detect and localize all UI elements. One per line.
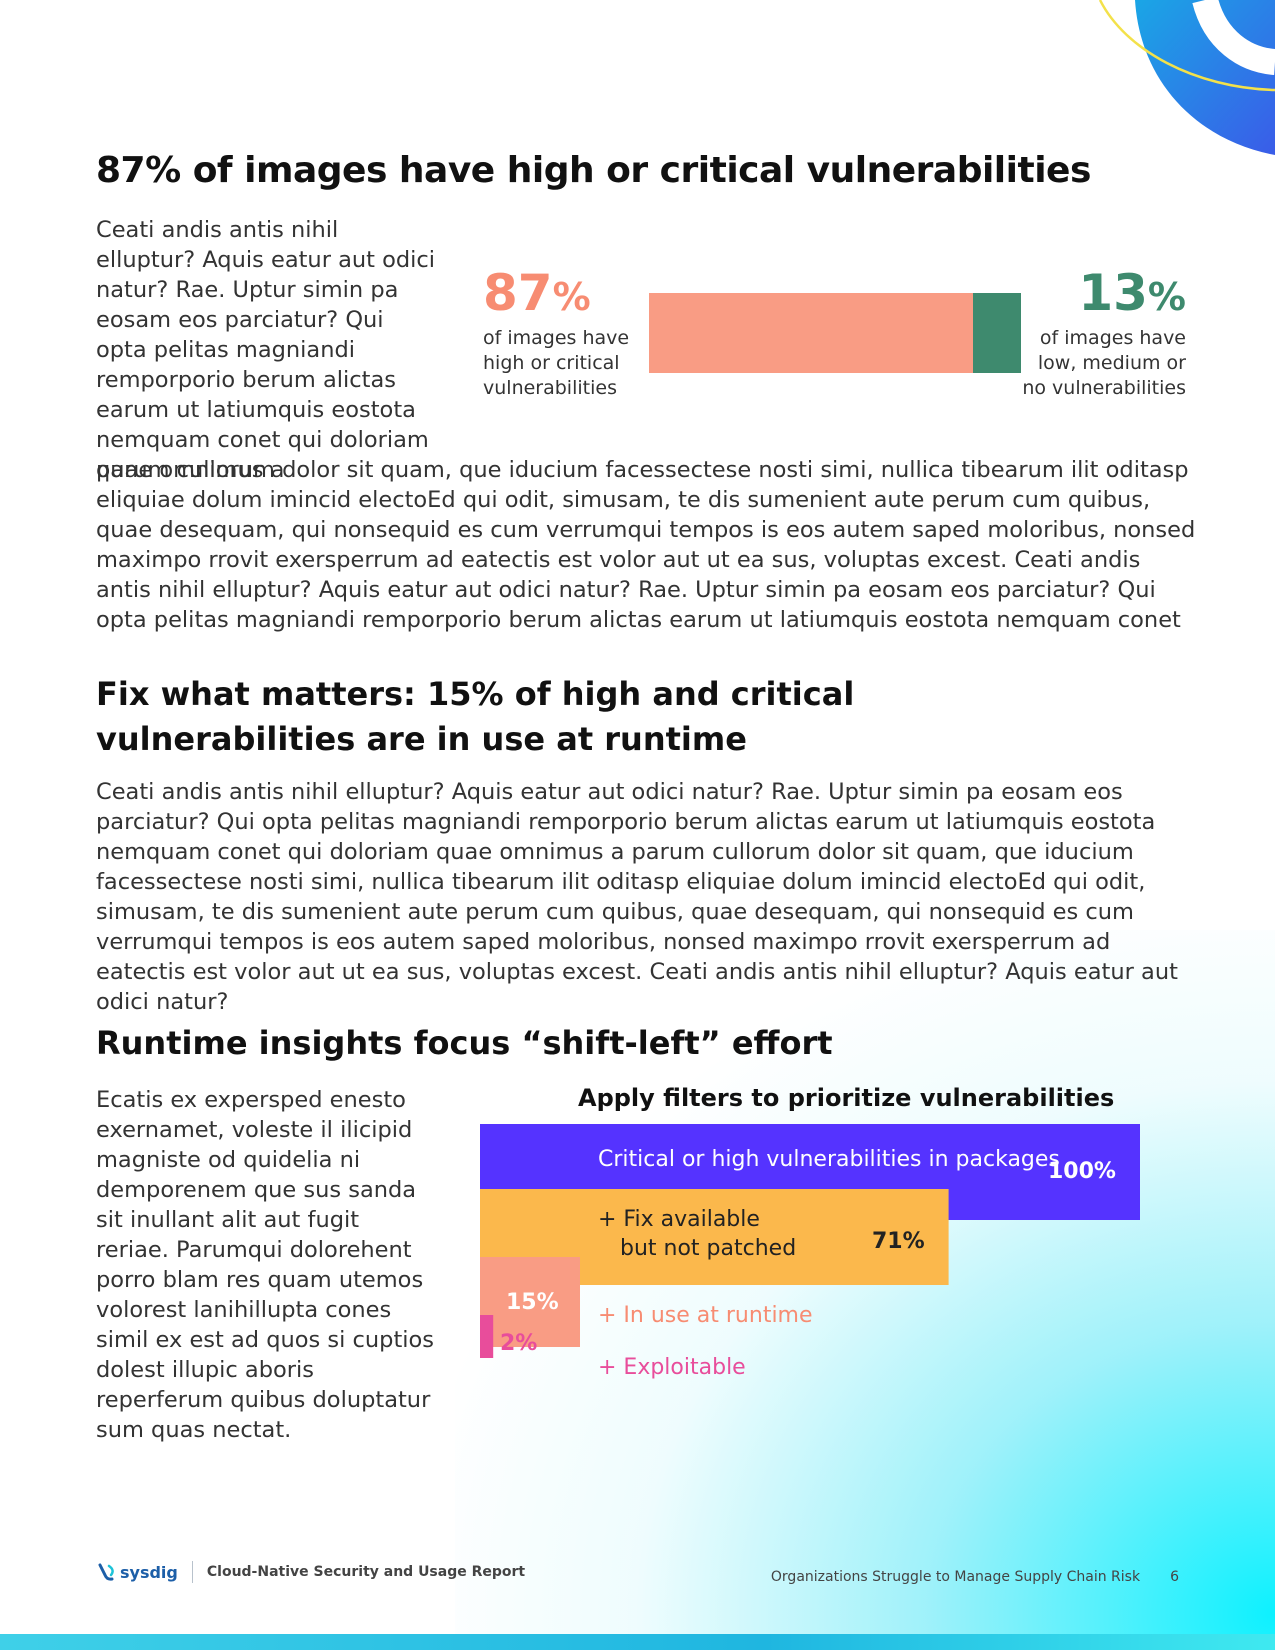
page-number: 6 [1170, 1569, 1179, 1585]
stat-low-none: 13% [1078, 268, 1186, 322]
section1-body-text: parum cullorum dolor sit quam, que iduci… [96, 457, 1196, 633]
ratio-bar-high-critical [649, 293, 973, 373]
chart-bar-3 [480, 1257, 580, 1347]
chart-bar-label: + Fix available [598, 1207, 760, 1232]
report-title: Cloud-Native Security and Usage Report [206, 1564, 526, 1580]
section1-heading: 87% of images have high or critical vuln… [96, 150, 1091, 191]
caption-line: vulnerabilities [483, 377, 617, 399]
ratio-bar-low-none [973, 293, 1021, 373]
footer-divider [191, 1561, 193, 1583]
section2-heading: Fix what matters: 15% of high and critic… [96, 675, 855, 758]
chart-bar-label: but not patched [620, 1236, 796, 1261]
footer-section-title: Organizations Struggle to Manage Supply … [770, 1569, 1141, 1585]
sysdig-logo-icon [98, 1563, 114, 1581]
ratio-bar [649, 293, 1021, 373]
background-glow [455, 930, 1275, 1650]
chart-bar-label: Critical or high vulnerabilities in pack… [598, 1147, 1060, 1172]
stat-low-none-unit: % [1147, 275, 1186, 319]
section3-heading: Runtime insights focus “shift-left” effo… [96, 1024, 833, 1062]
chart-bar-label: + Exploitable [598, 1355, 746, 1380]
chart-value-label: 100% [1048, 1159, 1116, 1184]
caption-line: low, medium or [1037, 352, 1186, 374]
stat-low-none-caption: of images have low, medium or no vulnera… [1022, 326, 1186, 401]
section2-body-text: Ceati andis antis nihil elluptur? Aquis … [96, 779, 1178, 1015]
caption-line: no vulnerabilities [1022, 377, 1186, 399]
chart-title: Apply filters to prioritize vulnerabilit… [578, 1084, 1115, 1112]
corner-decoration [1098, 0, 1275, 155]
stat-high-critical-value: 87 [483, 264, 553, 322]
chart-value-label: 2% [500, 1331, 537, 1356]
caption-line: high or critical [483, 352, 620, 374]
chart-bar-4 [480, 1315, 494, 1358]
filter-funnel-chart: Critical or high vulnerabilities in pack… [480, 1124, 1140, 1380]
logo-text: sysdig [120, 1562, 178, 1582]
caption-line: of images have [483, 327, 630, 349]
section3-body-text: Ecatis ex expersped enesto exernamet, vo… [96, 1087, 435, 1443]
stat-high-critical: 87% [483, 268, 591, 322]
bottom-accent-bar [0, 1634, 1275, 1650]
stat-high-critical-caption: of images have high or critical vulnerab… [483, 326, 629, 401]
stat-low-none-value: 13 [1078, 264, 1148, 322]
section1-intro-text: Ceati andis antis nihil elluptur? Aquis … [96, 217, 436, 483]
chart-value-label: 15% [506, 1290, 559, 1315]
caption-line: of images have [1039, 327, 1186, 349]
stat-high-critical-unit: % [552, 275, 591, 319]
footer-right: Organizations Struggle to Manage Supply … [771, 1569, 1179, 1585]
chart-bar-label: + In use at runtime [598, 1303, 813, 1328]
chart-value-label: 71% [872, 1229, 925, 1254]
sysdig-logo: sysdig [96, 1561, 178, 1583]
footer-left: sysdig Cloud-Native Security and Usage R… [96, 1561, 525, 1583]
